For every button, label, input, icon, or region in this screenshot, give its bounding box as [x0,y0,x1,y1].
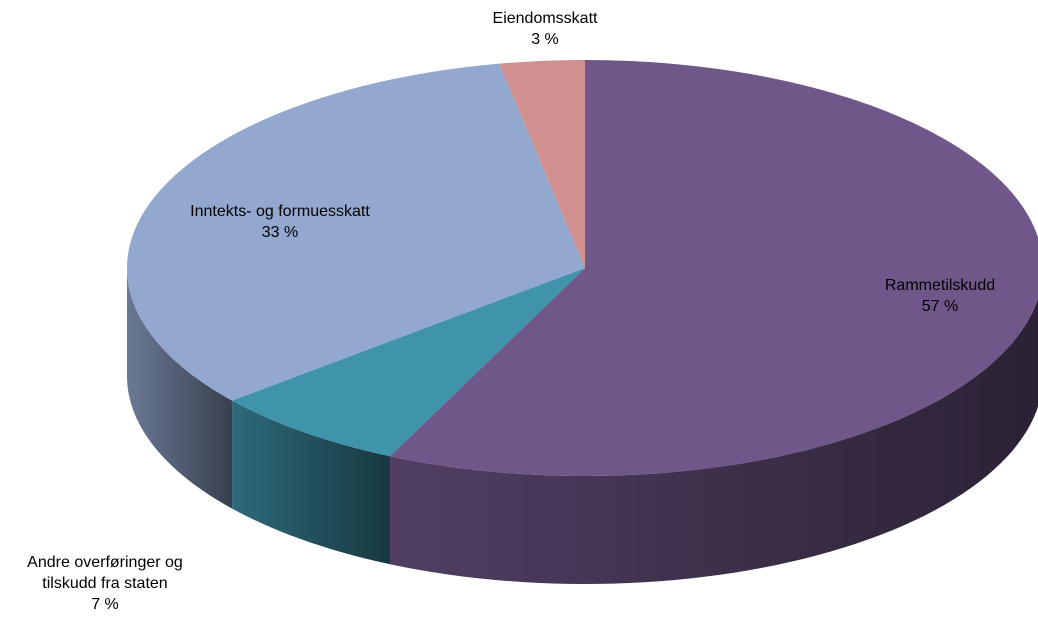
category-label: Andre overføringer og tilskudd fra state… [27,554,183,592]
category-label: Eiendomsskatt [492,10,598,27]
slice [499,60,585,268]
value-label: 3 % [531,31,559,48]
value-label: 7 % [91,596,119,613]
value-label: 33 % [261,224,299,241]
slice [389,60,1038,476]
category-label: Rammetilskudd [884,277,996,294]
slice-side [389,298,1038,584]
slice-label: Andre overføringer og tilskudd fra state… [0,552,210,615]
slice [127,63,586,401]
slice-side [127,268,233,509]
category-label: Inntekts- og formuesskatt [190,203,370,220]
slice [232,268,586,457]
slice-label: Eiendomsskatt 3 % [465,8,625,50]
value-label: 57 % [921,298,959,315]
slice-label: Inntekts- og formuesskatt 33 % [165,201,395,243]
slice-side [232,400,390,565]
slice-label: Rammetilskudd 57 % [840,275,1038,317]
